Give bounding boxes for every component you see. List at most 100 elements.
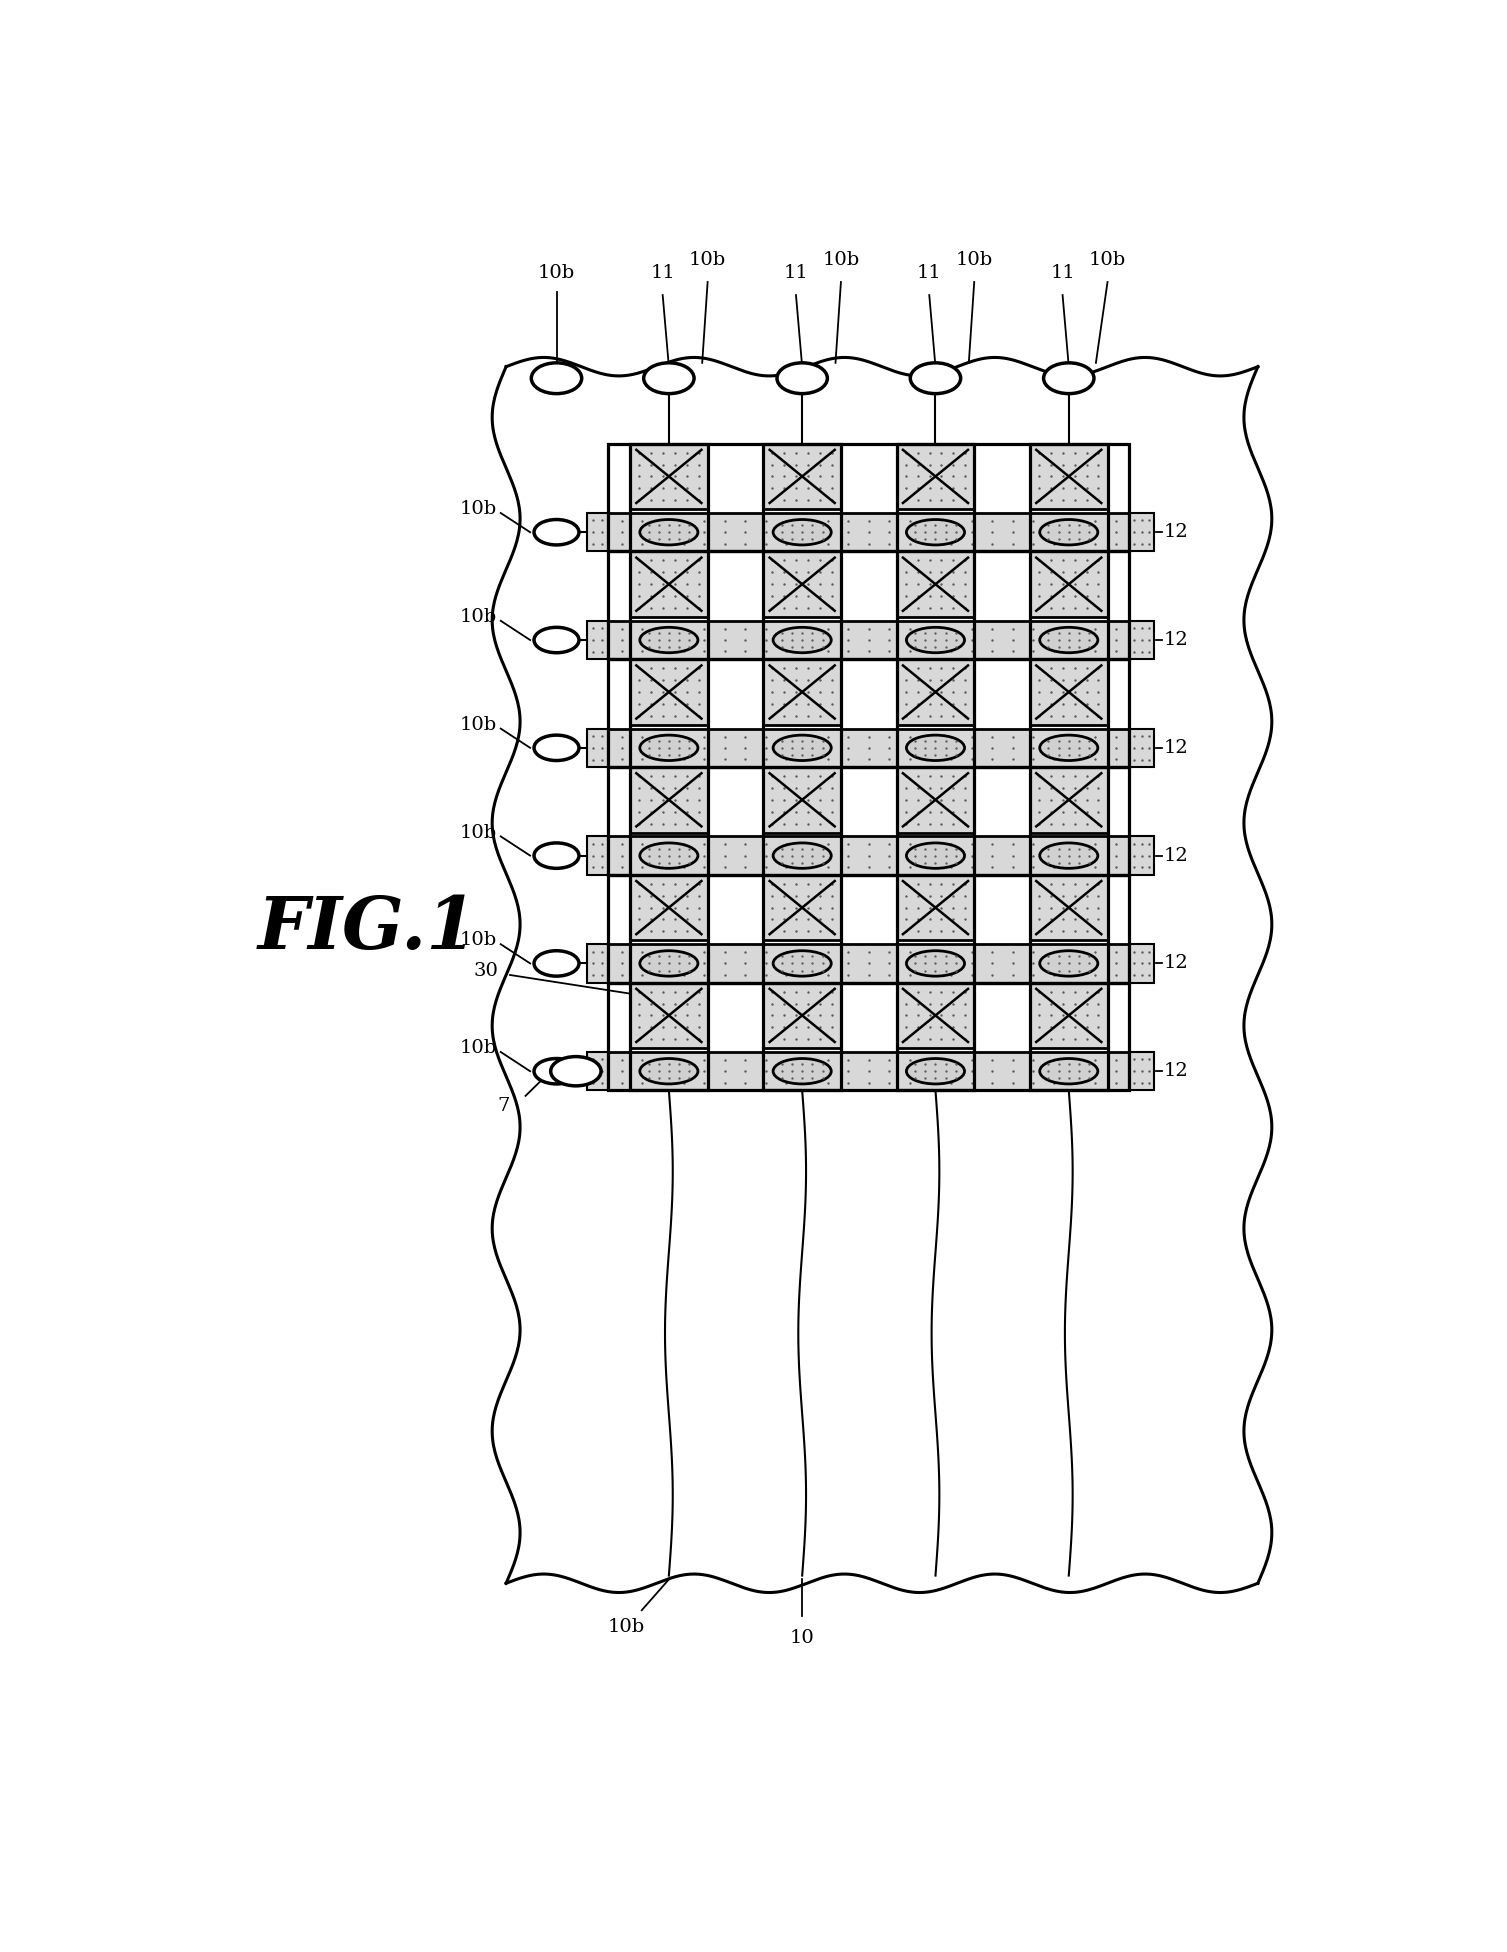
Text: 11: 11 <box>1050 264 1074 281</box>
Ellipse shape <box>778 363 827 394</box>
Text: 10b: 10b <box>689 252 726 269</box>
Ellipse shape <box>640 843 698 869</box>
Bar <box>630 982 708 1048</box>
Ellipse shape <box>773 736 832 761</box>
Ellipse shape <box>640 519 698 545</box>
Ellipse shape <box>533 951 579 976</box>
Bar <box>586 945 609 982</box>
Bar <box>609 443 1129 552</box>
Ellipse shape <box>1043 363 1094 394</box>
Ellipse shape <box>533 736 579 761</box>
Ellipse shape <box>640 951 698 976</box>
Bar <box>1029 443 1108 1091</box>
Text: 12: 12 <box>1163 523 1188 541</box>
Ellipse shape <box>533 1058 579 1083</box>
Ellipse shape <box>640 736 698 761</box>
Ellipse shape <box>533 843 579 869</box>
Ellipse shape <box>773 627 832 652</box>
Bar <box>1029 552 1108 617</box>
Bar <box>897 982 974 1048</box>
Text: FIG.1: FIG.1 <box>258 894 478 964</box>
Bar <box>764 443 841 509</box>
Ellipse shape <box>906 951 964 976</box>
Ellipse shape <box>550 1056 601 1085</box>
Bar <box>1029 660 1108 724</box>
Ellipse shape <box>1040 1058 1097 1083</box>
Text: 10b: 10b <box>538 264 576 281</box>
Ellipse shape <box>1040 519 1097 545</box>
Ellipse shape <box>906 843 964 869</box>
Bar <box>586 621 609 660</box>
Bar <box>609 874 1129 982</box>
Bar <box>764 874 841 941</box>
Bar <box>764 982 841 1048</box>
Bar <box>897 552 974 617</box>
Ellipse shape <box>906 1058 964 1083</box>
Ellipse shape <box>1040 736 1097 761</box>
Text: 10b: 10b <box>460 824 497 841</box>
Text: 10b: 10b <box>460 931 497 949</box>
Text: 10b: 10b <box>460 1038 497 1058</box>
Bar <box>897 443 974 1091</box>
Bar <box>764 767 841 834</box>
Bar <box>630 552 708 617</box>
Text: 12: 12 <box>1163 630 1188 648</box>
Ellipse shape <box>1040 627 1097 652</box>
Ellipse shape <box>906 627 964 652</box>
Bar <box>609 728 1129 767</box>
Text: 12: 12 <box>1163 738 1188 757</box>
Bar <box>609 982 1129 1091</box>
Ellipse shape <box>533 627 579 652</box>
Bar <box>897 660 974 724</box>
Ellipse shape <box>910 363 960 394</box>
Bar <box>1129 621 1154 660</box>
Ellipse shape <box>532 363 582 394</box>
Ellipse shape <box>773 1058 832 1083</box>
Bar <box>1129 835 1154 874</box>
Bar <box>609 835 1129 874</box>
Text: 12: 12 <box>1163 955 1188 972</box>
Bar <box>586 513 609 552</box>
Bar <box>1029 767 1108 834</box>
Bar <box>586 1052 609 1091</box>
Text: 10b: 10b <box>460 716 497 734</box>
Text: 10b: 10b <box>460 500 497 517</box>
Bar <box>1129 945 1154 982</box>
Bar <box>1129 513 1154 552</box>
Text: 12: 12 <box>1163 847 1188 865</box>
Bar <box>1029 982 1108 1048</box>
Bar <box>630 443 708 1091</box>
Bar <box>630 767 708 834</box>
Bar <box>609 660 1129 767</box>
Bar <box>609 621 1129 660</box>
Text: 10b: 10b <box>1090 252 1126 269</box>
Bar <box>609 1052 1129 1091</box>
Bar <box>609 767 1129 874</box>
Text: 7: 7 <box>497 1097 509 1115</box>
Text: 10b: 10b <box>460 607 497 627</box>
Bar <box>630 443 708 509</box>
Bar <box>897 767 974 834</box>
Bar <box>586 835 609 874</box>
Text: 11: 11 <box>651 264 675 281</box>
Text: 10b: 10b <box>607 1618 645 1636</box>
Bar <box>764 443 841 1091</box>
Text: 12: 12 <box>1163 1062 1188 1079</box>
Bar <box>609 513 1129 552</box>
Text: 11: 11 <box>916 264 942 281</box>
Text: 10b: 10b <box>823 252 859 269</box>
Ellipse shape <box>773 951 832 976</box>
Bar <box>609 552 1129 660</box>
Bar <box>630 660 708 724</box>
Ellipse shape <box>643 363 695 394</box>
Text: 10b: 10b <box>955 252 993 269</box>
Ellipse shape <box>533 519 579 545</box>
Bar <box>897 443 974 509</box>
Text: 30: 30 <box>473 962 499 980</box>
Bar <box>1129 1052 1154 1091</box>
Ellipse shape <box>1040 843 1097 869</box>
Bar <box>897 874 974 941</box>
Bar <box>764 660 841 724</box>
Bar <box>1129 728 1154 767</box>
Ellipse shape <box>640 627 698 652</box>
